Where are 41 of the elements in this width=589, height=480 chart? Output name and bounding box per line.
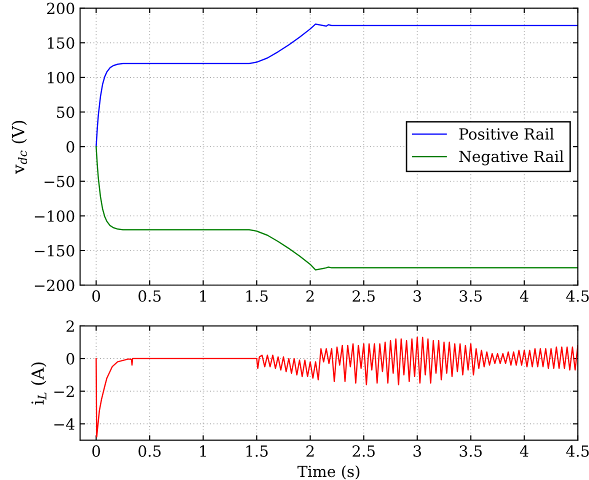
y-tick-label: −4: [54, 418, 74, 430]
y-tick-label: −50: [44, 176, 74, 188]
y-tick-label: −2: [54, 386, 74, 398]
x-tick-label: 0: [92, 445, 100, 457]
line-series: [96, 146, 578, 271]
y-tick-label: 2: [66, 320, 74, 332]
y-tick-label: 150: [48, 37, 74, 49]
y-tick-label: −150: [34, 244, 74, 257]
x-tick-label: 4.5: [566, 290, 589, 302]
x-tick-label: 0.5: [138, 290, 161, 302]
x-tick-label: 0.5: [138, 445, 161, 457]
y-tick-label: −200: [34, 280, 74, 292]
x-tick-label: 3: [414, 445, 421, 457]
x-tick-label: 1.5: [246, 290, 268, 302]
y-tick-label: 50: [57, 106, 74, 118]
x-tick-label: 3.5: [460, 445, 482, 457]
x-tick-label: 3: [414, 290, 421, 302]
legend-label: Negative Rail: [459, 150, 564, 166]
legend-label: Positive Rail: [459, 128, 554, 140]
x-tick-label: 1: [200, 445, 206, 457]
y-axis-title: v$_{dc}$ (V): [12, 120, 28, 174]
x-tick-label: 0: [92, 290, 100, 302]
y-tick-label: −100: [34, 210, 74, 222]
x-tick-label: 4.5: [566, 445, 589, 457]
x-tick-label: 2: [306, 445, 314, 457]
x-tick-label: 3.5: [460, 290, 482, 302]
y-tick-label: 0: [66, 141, 74, 153]
y-axis-title: i$_{L}$ (A): [31, 362, 46, 405]
y-tick-label: 100: [48, 72, 74, 84]
line-series: [96, 336, 578, 438]
x-tick-label: 2.5: [352, 290, 375, 302]
x-tick-label: 4: [520, 290, 528, 302]
y-tick-label: 0: [66, 353, 74, 365]
x-tick-label: 2: [306, 290, 314, 302]
x-tick-label: 2.5: [352, 445, 375, 457]
x-tick-label: 1: [200, 290, 206, 302]
line-series: [96, 23, 578, 148]
x-tick-label: 4: [520, 445, 528, 457]
x-axis-title: Time (s): [297, 465, 360, 480]
x-tick-label: 1.5: [246, 445, 268, 457]
y-tick-label: 200: [47, 2, 74, 14]
